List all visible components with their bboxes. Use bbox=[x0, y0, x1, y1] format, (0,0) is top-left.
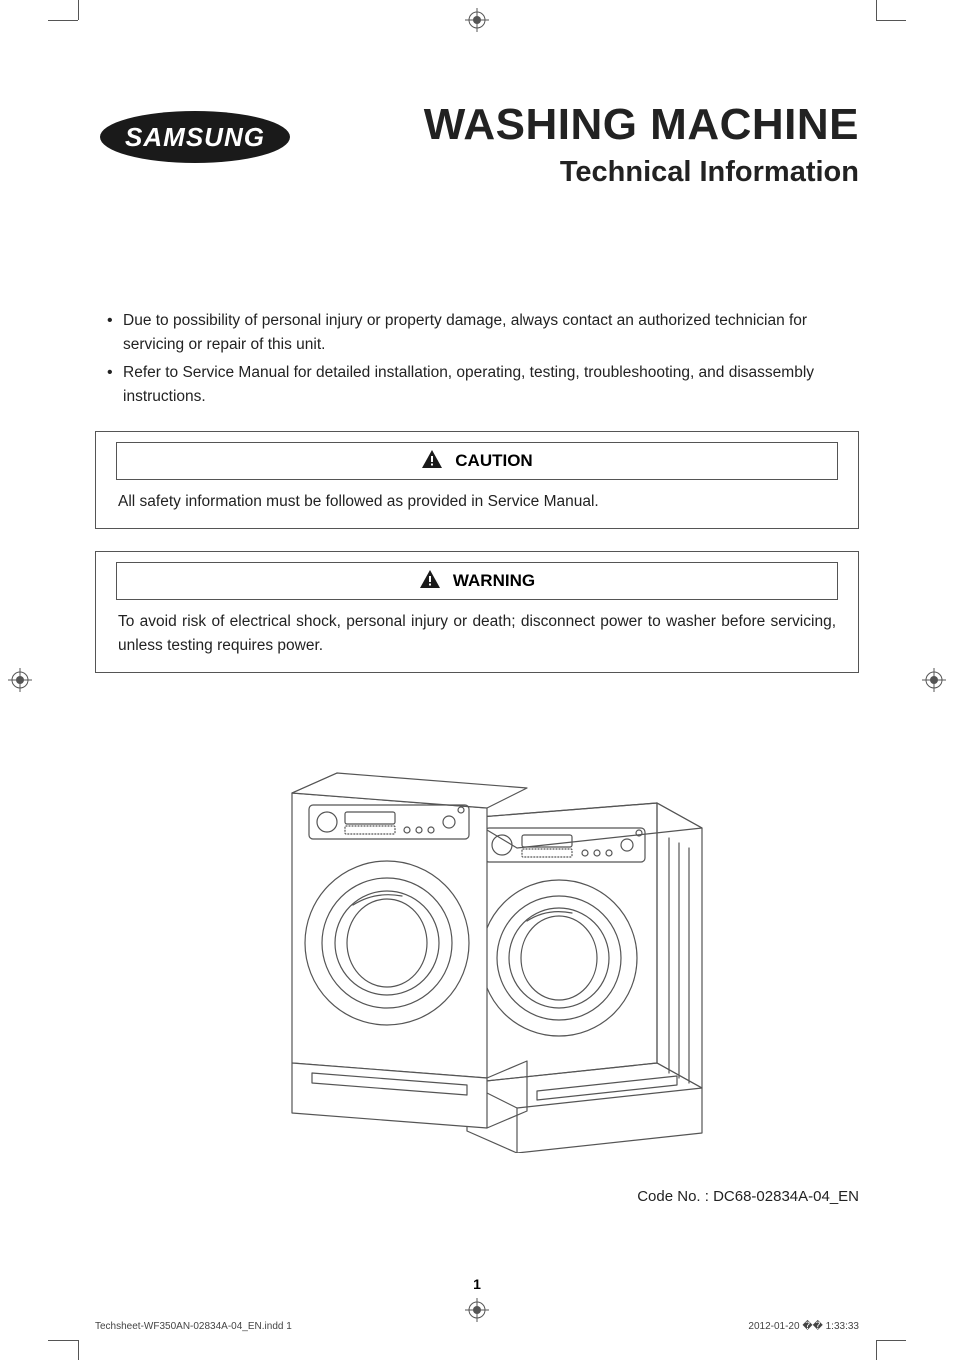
crop-mark bbox=[876, 20, 906, 21]
footer-timestamp: 2012-01-20 �� 1:33:33 bbox=[748, 1321, 859, 1332]
crop-mark bbox=[48, 1340, 78, 1341]
sub-title: Technical Information bbox=[315, 156, 859, 189]
registration-mark-icon bbox=[465, 1298, 489, 1322]
registration-mark-icon bbox=[8, 668, 32, 692]
warning-body: To avoid risk of electrical shock, perso… bbox=[96, 600, 858, 672]
registration-mark-icon bbox=[465, 8, 489, 32]
crop-mark bbox=[48, 20, 78, 21]
crop-mark bbox=[78, 1340, 79, 1360]
crop-mark bbox=[876, 0, 877, 20]
caution-box: CAUTION All safety information must be f… bbox=[95, 431, 859, 529]
crop-mark bbox=[876, 1340, 877, 1360]
svg-text:SAMSUNG: SAMSUNG bbox=[125, 122, 265, 152]
document-page: SAMSUNG WASHING MACHINE Technical Inform… bbox=[0, 0, 954, 1360]
product-illustration bbox=[95, 733, 859, 1158]
title-block: WASHING MACHINE Technical Information bbox=[315, 100, 859, 189]
warning-triangle-icon bbox=[421, 449, 443, 474]
header: SAMSUNG WASHING MACHINE Technical Inform… bbox=[95, 100, 859, 189]
page-number: 1 bbox=[473, 1276, 481, 1292]
main-title: WASHING MACHINE bbox=[315, 100, 859, 150]
bullet-list: Due to possibility of personal injury or… bbox=[95, 309, 859, 409]
caution-body: All safety information must be followed … bbox=[96, 480, 858, 528]
warning-box: WARNING To avoid risk of electrical shoc… bbox=[95, 551, 859, 673]
caution-label: CAUTION bbox=[455, 451, 532, 471]
crop-mark bbox=[876, 1340, 906, 1341]
registration-mark-icon bbox=[922, 668, 946, 692]
warning-triangle-icon bbox=[419, 569, 441, 594]
caution-header: CAUTION bbox=[116, 442, 838, 480]
footer-filename: Techsheet-WF350AN-02834A-04_EN.indd 1 bbox=[95, 1321, 292, 1332]
warning-label: WARNING bbox=[453, 571, 535, 591]
list-item: Due to possibility of personal injury or… bbox=[99, 309, 859, 357]
samsung-logo: SAMSUNG bbox=[95, 100, 295, 170]
crop-mark bbox=[78, 0, 79, 20]
page-content: SAMSUNG WASHING MACHINE Technical Inform… bbox=[95, 80, 859, 1300]
code-number: Code No. : DC68-02834A-04_EN bbox=[95, 1188, 859, 1205]
warning-header: WARNING bbox=[116, 562, 838, 600]
list-item: Refer to Service Manual for detailed ins… bbox=[99, 361, 859, 409]
